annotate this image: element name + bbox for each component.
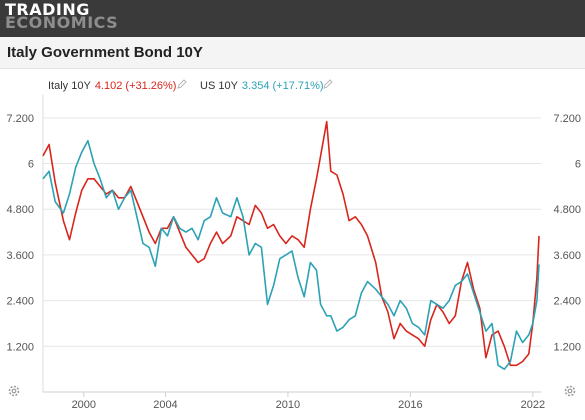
legend-item-us[interactable]: US 10Y 3.354 (+17.71%): [200, 80, 324, 92]
y-tick-label-right: 3.600: [553, 250, 581, 262]
gridlines: [42, 95, 541, 393]
series-line-us-10y: [42, 139, 540, 371]
legend-label-italy: Italy 10Y: [48, 80, 91, 92]
y-tick-label-left: 2.400: [6, 296, 34, 308]
legend-value-us: 3.354: [241, 80, 270, 92]
x-tick-label: 2022: [521, 399, 545, 411]
gear-icon[interactable]: [7, 384, 21, 398]
legend-change-us: (+17.71%): [272, 80, 324, 92]
x-tick-label: 2000: [72, 399, 96, 411]
legend-change-italy: (+31.26%): [125, 80, 177, 92]
x-tick-label: 2016: [398, 399, 422, 411]
y-tick-label-left: 4.800: [6, 204, 34, 216]
right-axis-ticks: 1.200 2.400 3.600 4.800 6 7.200: [553, 113, 581, 353]
pencil-icon[interactable]: [176, 78, 188, 90]
legend-item-italy[interactable]: Italy 10Y 4.102 (+31.26%): [48, 80, 176, 92]
brand-logo-line1: TRADING: [5, 0, 90, 19]
y-tick-label-left: 6: [28, 159, 34, 171]
y-tick-label-right: 1.200: [553, 341, 581, 353]
y-tick-label-right: 7.200: [553, 113, 581, 125]
brand-logo-line2: ECONOMICS: [5, 13, 119, 32]
x-tick-label: 2010: [276, 399, 300, 411]
y-tick-label-left: 1.200: [6, 341, 34, 353]
y-tick-label-right: 2.400: [553, 296, 581, 308]
y-tick-label-right: 4.800: [553, 204, 581, 216]
x-axis-ticks: 2000 2004 2010 2016 2022: [72, 392, 545, 411]
brand-bar: TRADING ECONOMICS: [0, 0, 585, 37]
page-title: Italy Government Bond 10Y: [7, 44, 203, 61]
title-bar: Italy Government Bond 10Y: [0, 37, 585, 69]
left-axis-ticks: 1.200 2.400 3.600 4.800 6 7.200: [6, 113, 34, 353]
gear-icon[interactable]: [563, 384, 577, 398]
y-tick-label-left: 7.200: [6, 113, 34, 125]
y-tick-label-right: 6: [575, 159, 581, 171]
legend-value-italy: 4.102: [94, 80, 123, 92]
line-chart: 1.200 2.400 3.600 4.800 6 7.200 1.200 2.400 3.6…: [6, 95, 581, 411]
series-line-italy-10y: [42, 120, 540, 367]
x-tick-label: 2004: [153, 399, 177, 411]
series-layer: [42, 120, 540, 371]
y-tick-label-left: 3.600: [6, 250, 34, 262]
legend-label-us: US 10Y: [200, 80, 238, 92]
pencil-icon[interactable]: [322, 78, 334, 90]
